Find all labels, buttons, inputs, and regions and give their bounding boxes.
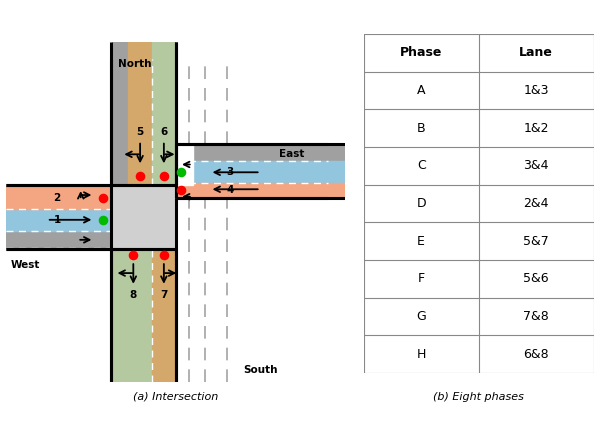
Text: (a) Intersection: (a) Intersection bbox=[133, 392, 218, 402]
Text: D: D bbox=[416, 197, 426, 210]
Text: North: North bbox=[118, 59, 152, 69]
Text: 5&6: 5&6 bbox=[524, 272, 549, 285]
Bar bbox=[176, 42, 345, 144]
Bar bbox=[176, 144, 345, 161]
Bar bbox=[6, 185, 112, 249]
Bar bbox=[112, 249, 176, 382]
Bar bbox=[112, 249, 152, 382]
Bar bbox=[176, 161, 345, 183]
Bar bbox=[152, 249, 176, 382]
Text: 7: 7 bbox=[160, 290, 167, 300]
Text: 5&7: 5&7 bbox=[524, 235, 549, 248]
Text: West: West bbox=[11, 259, 41, 270]
Text: 1&3: 1&3 bbox=[524, 84, 549, 97]
Text: B: B bbox=[417, 122, 425, 135]
Text: C: C bbox=[417, 159, 425, 172]
Text: 2&4: 2&4 bbox=[524, 197, 549, 210]
Point bbox=[135, 173, 145, 180]
Text: A: A bbox=[417, 84, 425, 97]
Text: 6&8: 6&8 bbox=[524, 348, 549, 361]
Bar bbox=[176, 249, 188, 382]
Point bbox=[176, 169, 185, 176]
Point bbox=[159, 252, 168, 259]
Text: 4: 4 bbox=[227, 185, 234, 195]
Text: East: East bbox=[279, 149, 305, 159]
Text: 7&8: 7&8 bbox=[524, 310, 549, 323]
Text: F: F bbox=[418, 272, 425, 285]
Text: Phase: Phase bbox=[400, 46, 442, 59]
Point bbox=[128, 252, 138, 259]
Bar bbox=[6, 42, 112, 185]
Bar bbox=[112, 42, 128, 185]
Text: 1: 1 bbox=[53, 215, 61, 225]
Bar bbox=[112, 42, 176, 185]
Text: E: E bbox=[418, 235, 425, 248]
Bar bbox=[112, 185, 176, 249]
Point bbox=[98, 216, 108, 223]
Text: 6: 6 bbox=[160, 127, 167, 137]
Text: (b) Eight phases: (b) Eight phases bbox=[433, 392, 524, 402]
Text: 3: 3 bbox=[227, 167, 234, 177]
Bar bbox=[176, 144, 345, 198]
Text: 2: 2 bbox=[53, 193, 61, 203]
Point bbox=[98, 194, 108, 201]
Text: South: South bbox=[244, 365, 278, 375]
Text: Lane: Lane bbox=[519, 46, 553, 59]
Text: H: H bbox=[416, 348, 426, 361]
Text: 3&4: 3&4 bbox=[524, 159, 549, 172]
Point bbox=[176, 187, 185, 193]
Text: 5: 5 bbox=[136, 127, 144, 137]
Bar bbox=[6, 185, 112, 209]
Bar bbox=[176, 198, 345, 382]
Text: G: G bbox=[416, 310, 426, 323]
Text: 8: 8 bbox=[130, 290, 137, 300]
Bar bbox=[6, 231, 112, 249]
Text: 1&2: 1&2 bbox=[524, 122, 549, 135]
Bar bbox=[128, 42, 152, 185]
Bar bbox=[176, 144, 193, 185]
Bar bbox=[6, 209, 112, 231]
Point bbox=[159, 173, 168, 180]
Bar bbox=[152, 42, 176, 185]
Bar bbox=[6, 249, 112, 382]
Bar bbox=[176, 183, 345, 198]
